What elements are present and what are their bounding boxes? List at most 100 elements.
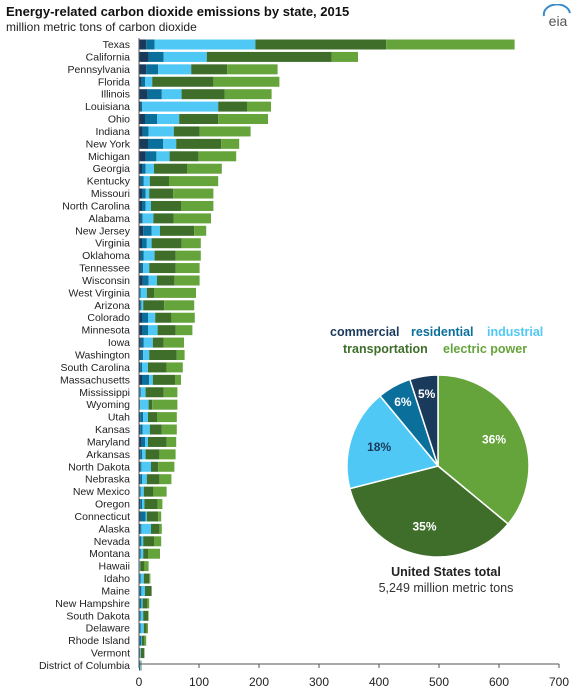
bar-iowa-residential (140, 337, 144, 348)
state-label-iowa: Iowa (108, 337, 130, 349)
bar-nevada-industrial (141, 536, 144, 547)
pie-slice-commercial (408, 374, 439, 467)
bar-colorado-industrial (148, 312, 156, 323)
bar-missouri-industrial (145, 188, 150, 199)
bar-california-commercial (139, 51, 149, 62)
bar-kansas-electric-power (161, 424, 177, 435)
state-label-new-hampshire: New Hampshire (55, 598, 130, 610)
bar-district-of-columbia-transportation (140, 660, 142, 671)
bar-new-mexico-transportation (143, 486, 154, 497)
bar-west-virginia-electric-power (154, 287, 196, 298)
chart-title: Energy-related carbon dioxide emissions … (6, 4, 350, 19)
bar-louisiana-residential (140, 101, 142, 112)
bar-new-hampshire-industrial (141, 598, 143, 609)
pie-label-commercial: 5% (418, 387, 436, 401)
bar-south-carolina-industrial (142, 362, 148, 373)
bar-west-virginia-transportation (146, 287, 154, 298)
bar-massachusetts-residential (142, 374, 150, 385)
bar-delaware-electric-power (146, 623, 148, 634)
bar-connecticut-electric-power (158, 511, 162, 522)
bar-new-york-commercial (139, 138, 148, 149)
x-tick-label-200: 200 (249, 675, 269, 689)
bar-illinois-commercial (139, 89, 148, 100)
bar-oklahoma-residential (140, 250, 144, 261)
bar-virginia-electric-power (181, 238, 201, 249)
bar-mississippi-electric-power (163, 387, 178, 398)
bar-idaho-transportation (143, 573, 150, 584)
bar-connecticut-industrial (145, 511, 147, 522)
bar-florida-residential (141, 76, 145, 87)
state-label-west-virginia: West Virginia (69, 287, 131, 299)
bar-washington-commercial (139, 350, 141, 360)
bar-south-dakota-industrial (140, 610, 144, 621)
bar-oregon-commercial (139, 499, 141, 510)
bar-ohio-electric-power (218, 114, 268, 125)
bar-nevada-residential (139, 536, 142, 547)
bar-texas-residential (146, 39, 155, 50)
bar-california-residential (148, 51, 164, 62)
pie-slice-transportation (348, 465, 510, 558)
bar-new-mexico-electric-power (153, 486, 167, 497)
bar-north-dakota-commercial (139, 461, 141, 472)
bar-north-dakota-industrial (141, 461, 151, 472)
bar-kentucky-transportation (149, 176, 169, 187)
x-tick-label-700: 700 (549, 675, 569, 689)
bar-nebraska-electric-power (159, 474, 172, 485)
bar-delaware-transportation (143, 623, 147, 634)
bar-nevada-electric-power (154, 536, 162, 547)
bar-tennessee-industrial (143, 263, 150, 274)
eia-logo: eia (542, 4, 571, 28)
bar-oklahoma-commercial (139, 250, 141, 261)
state-label-indiana: Indiana (96, 126, 131, 138)
bar-maryland-industrial (145, 436, 148, 447)
pie-label-industrial: 18% (367, 440, 391, 454)
bar-new-york-electric-power (221, 138, 240, 149)
bar-montana-transportation (143, 548, 148, 559)
state-label-connecticut: Connecticut (75, 511, 131, 523)
bar-maryland-residential (141, 436, 145, 447)
bar-florida-transportation (152, 76, 214, 87)
bar-illinois-electric-power (224, 89, 272, 100)
bar-colorado-transportation (155, 312, 172, 323)
bar-alabama-transportation (153, 213, 174, 224)
state-label-tennessee: Tennessee (79, 263, 130, 275)
bar-maryland-transportation (148, 436, 167, 447)
bar-south-dakota-transportation (143, 610, 148, 621)
bar-new-york-industrial (163, 138, 177, 149)
bar-south-carolina-residential (140, 362, 142, 373)
bar-nebraska-residential (140, 474, 142, 485)
bar-rhode-island-transportation (142, 635, 145, 646)
bar-idaho-residential (139, 573, 141, 584)
bar-new-jersey-commercial (139, 225, 144, 236)
bar-rhode-island-residential (139, 635, 142, 646)
state-label-north-dakota: North Dakota (68, 461, 130, 473)
bar-vermont-industrial (140, 648, 141, 659)
state-label-arkansas: Arkansas (86, 449, 130, 461)
state-label-arizona: Arizona (94, 300, 130, 312)
x-tick-label-100: 100 (189, 675, 209, 689)
bar-arkansas-commercial (139, 449, 141, 460)
bar-arizona-industrial (141, 300, 144, 311)
bar-utah-commercial (139, 412, 141, 423)
bar-new-mexico-industrial (140, 486, 144, 497)
state-label-oregon: Oregon (95, 499, 130, 511)
bar-montana-electric-power (148, 548, 160, 559)
bar-wyoming-transportation (148, 399, 153, 410)
bar-kansas-commercial (139, 424, 141, 435)
state-label-pennsylvania: Pennsylvania (68, 64, 131, 76)
state-label-south-dakota: South Dakota (66, 610, 130, 622)
bar-massachusetts-commercial (139, 374, 142, 385)
bar-nebraska-commercial (139, 474, 141, 485)
bar-virginia-commercial (139, 238, 142, 249)
bar-north-carolina-residential (142, 200, 146, 211)
state-label-nebraska: Nebraska (85, 474, 130, 486)
bar-montana-residential (139, 548, 141, 559)
bar-connecticut-residential (140, 511, 146, 522)
bar-washington-transportation (149, 350, 177, 360)
pie-chart: 36% 35% 18% 6% 5% commercial residential indust… (330, 325, 543, 595)
bar-georgia-commercial (139, 163, 142, 174)
bar-georgia-residential (142, 163, 146, 174)
bar-mississippi-transportation (145, 387, 164, 398)
state-label-louisiana: Louisiana (85, 101, 130, 113)
bar-delaware-residential (139, 623, 141, 634)
